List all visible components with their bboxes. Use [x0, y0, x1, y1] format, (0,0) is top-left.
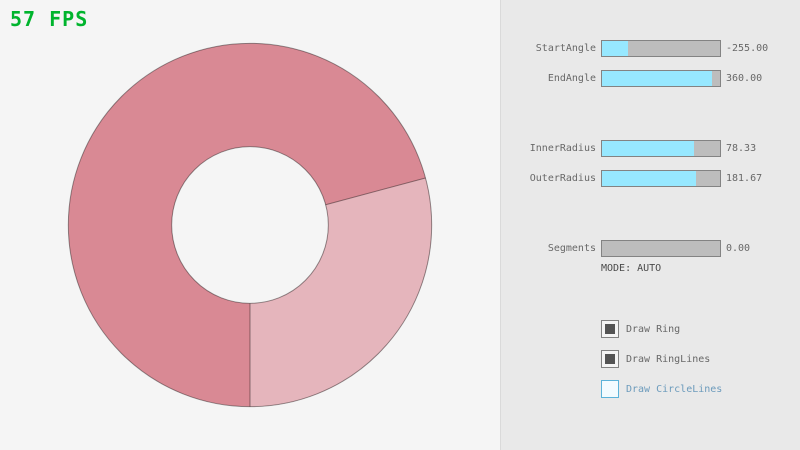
slider-label: Segments [547, 243, 596, 254]
check-mark-icon [605, 354, 615, 364]
slider-label: OuterRadius [529, 173, 596, 184]
slider-fill [602, 171, 697, 186]
checkbox-row-draw-ringlines: Draw RingLines [601, 350, 710, 368]
checkbox-label: Draw Ring [626, 323, 681, 335]
slider-label: InnerRadius [529, 143, 596, 154]
slider-row-innerradius: InnerRadius 78.33 [501, 140, 800, 157]
render-canvas: 57 FPS [10, 7, 433, 408]
checkbox-row-draw-ring: Draw Ring [601, 320, 680, 338]
slider-row-segments: Segments 0.00 [501, 240, 800, 257]
checkbox-label: Draw CircleLines [626, 383, 723, 395]
segments-mode-label: MODE: AUTO [601, 263, 662, 274]
slider-label: EndAngle [547, 73, 596, 84]
slider-row-startangle: StartAngle -255.00 [501, 40, 800, 57]
slider-row-endangle: EndAngle 360.00 [501, 70, 800, 87]
startangle-slider[interactable] [601, 40, 721, 57]
fps-counter: 57 FPS [10, 7, 89, 31]
segments-slider[interactable] [601, 240, 721, 257]
ring-donut [67, 42, 433, 408]
slider-value: 0.00 [726, 243, 751, 254]
slider-label: StartAngle [535, 43, 596, 54]
draw-ring-checkbox[interactable] [601, 320, 619, 338]
slider-fill [602, 41, 628, 56]
endangle-slider[interactable] [601, 70, 721, 87]
checkbox-row-draw-circlelines: Draw CircleLines [601, 380, 722, 398]
slider-value: 360.00 [726, 73, 763, 84]
slider-fill [602, 71, 712, 86]
draw-ringlines-checkbox[interactable] [601, 350, 619, 368]
outerradius-slider[interactable] [601, 170, 721, 187]
controls-panel: StartAngle -255.00 EndAngle 360.00 Inner… [500, 0, 800, 450]
draw-circlelines-checkbox[interactable] [601, 380, 619, 398]
slider-value: 78.33 [726, 143, 757, 154]
check-mark-icon [605, 324, 615, 334]
slider-value: -255.00 [726, 43, 769, 54]
checkbox-label: Draw RingLines [626, 353, 711, 365]
innerradius-slider[interactable] [601, 140, 721, 157]
slider-fill [602, 141, 695, 156]
slider-row-outerradius: OuterRadius 181.67 [501, 170, 800, 187]
slider-value: 181.67 [726, 173, 763, 184]
